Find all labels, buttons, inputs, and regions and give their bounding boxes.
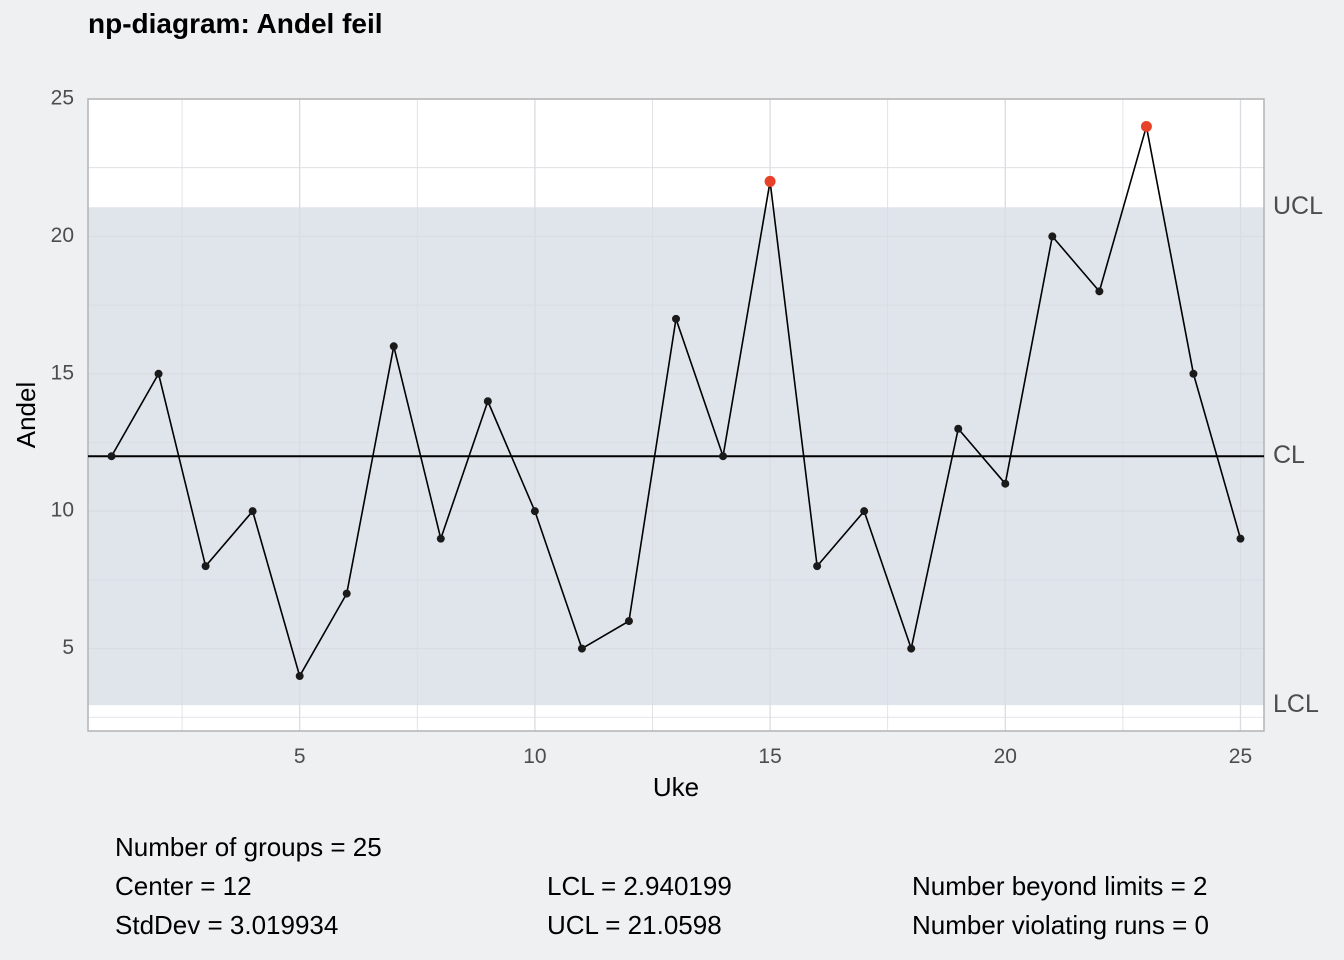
- data-point: [436, 534, 445, 543]
- data-point: [389, 342, 398, 351]
- data-point: [154, 369, 163, 378]
- y-tick-label: 10: [51, 499, 74, 522]
- data-point-out-of-control: [1140, 120, 1152, 132]
- axis-ticks: 5 10 15 20 25 5 10 15 20 25: [51, 87, 1253, 768]
- summary-violating-runs: Number violating runs = 0: [912, 910, 1209, 940]
- y-tick-label: 20: [51, 224, 74, 247]
- data-point: [907, 644, 916, 653]
- summary-lcl: LCL = 2.940199: [547, 871, 732, 901]
- summary-groups: Number of groups = 25: [115, 832, 382, 862]
- data-point: [813, 562, 822, 571]
- y-tick-label: 5: [62, 636, 74, 659]
- x-tick-label: 20: [994, 745, 1017, 768]
- x-tick-label: 25: [1229, 745, 1252, 768]
- data-point-out-of-control: [764, 175, 776, 187]
- data-point: [624, 617, 633, 626]
- lcl-label: LCL: [1273, 690, 1319, 718]
- control-chart: 5 10 15 20 25 5 10 15 20 25 UCL CL LCL Uke Andel: [11, 87, 1323, 802]
- data-point: [248, 507, 257, 516]
- x-tick-label: 5: [294, 745, 306, 768]
- cl-label: CL: [1273, 441, 1305, 469]
- data-point: [1048, 232, 1057, 241]
- plot-frame: [87, 98, 1265, 732]
- ucl-label: UCL: [1273, 192, 1323, 220]
- data-point: [342, 589, 351, 598]
- data-point: [672, 314, 680, 323]
- y-tick-label: 15: [51, 361, 74, 384]
- y-tick-label: 25: [51, 87, 74, 110]
- data-point: [1236, 534, 1245, 543]
- data-point: [1095, 287, 1104, 296]
- data-point: [577, 644, 586, 653]
- data-point: [201, 562, 210, 571]
- chart-title: np-diagram: Andel feil: [88, 8, 383, 39]
- x-tick-label: 15: [758, 745, 781, 768]
- data-point: [295, 672, 304, 681]
- summary-ucl: UCL = 21.0598: [547, 910, 722, 940]
- data-point: [1001, 479, 1010, 488]
- x-axis-title: Uke: [653, 772, 699, 802]
- data-point: [1189, 369, 1198, 378]
- x-tick-label: 10: [523, 745, 546, 768]
- summary-beyond-limits: Number beyond limits = 2: [912, 871, 1208, 901]
- summary-stddev: StdDev = 3.019934: [115, 910, 339, 940]
- data-point: [954, 424, 963, 433]
- data-point: [107, 452, 116, 461]
- y-axis-title: Andel: [11, 382, 41, 449]
- data-point: [860, 507, 869, 516]
- data-point: [530, 507, 539, 516]
- data-point: [483, 397, 492, 406]
- data-series: [107, 120, 1245, 681]
- data-point: [719, 452, 728, 461]
- summary-center: Center = 12: [115, 871, 252, 901]
